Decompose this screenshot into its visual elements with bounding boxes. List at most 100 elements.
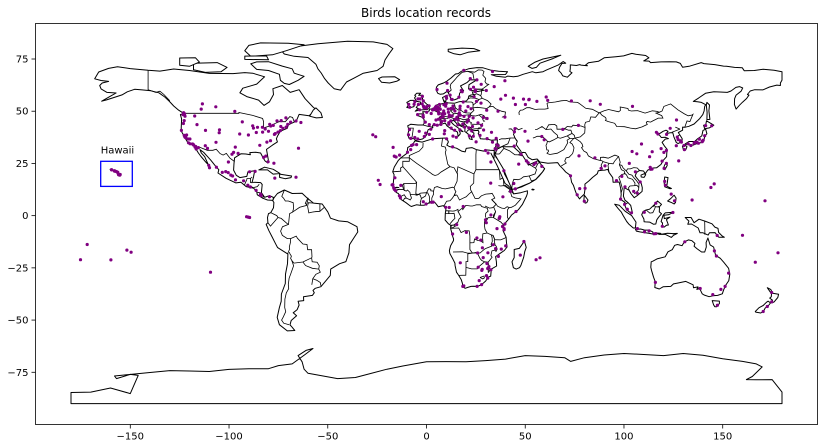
bird-record-point: [471, 85, 476, 89]
bird-record-point: [588, 99, 592, 103]
country-border-72: [598, 103, 694, 128]
bird-record-point: [668, 126, 672, 130]
country-border-110: [499, 169, 511, 190]
bird-record-point: [415, 143, 419, 147]
country-border-33: [455, 101, 475, 114]
bird-record-point: [665, 132, 669, 136]
bird-record-point: [763, 199, 767, 203]
bird-record-point: [125, 248, 129, 252]
country-border-42: [470, 127, 482, 130]
bird-record-point: [447, 205, 451, 210]
bird-record-point: [462, 284, 466, 288]
bird-record-point: [447, 121, 451, 125]
bird-record-point: [522, 239, 526, 244]
bird-record-point: [208, 270, 213, 274]
bird-record-point: [421, 200, 425, 204]
bird-record-point: [185, 133, 189, 137]
land-lesser-sunda: [655, 232, 678, 238]
bird-record-point: [635, 152, 639, 156]
bird-record-point: [110, 168, 114, 172]
country-border-16: [267, 217, 279, 227]
x-tick-label: −50: [317, 432, 338, 443]
bird-record-point: [214, 140, 218, 144]
bird-record-point: [577, 154, 581, 158]
bird-record-point: [598, 102, 602, 106]
bird-record-point: [489, 160, 493, 164]
bird-record-point: [467, 126, 471, 130]
bird-record-point: [475, 78, 479, 82]
bird-record-point: [433, 105, 437, 109]
bird-record-point: [272, 161, 276, 165]
bird-record-point: [523, 102, 528, 107]
bird-record-point: [413, 135, 417, 140]
bird-record-point: [439, 116, 443, 120]
bird-record-point: [182, 111, 186, 115]
bird-record-point: [440, 119, 444, 124]
bird-record-point: [532, 162, 536, 167]
land-australia: [650, 237, 731, 298]
country-border-93: [409, 157, 451, 176]
bird-record-point: [686, 142, 690, 146]
bird-record-point: [233, 109, 237, 113]
bird-record-point: [630, 104, 635, 108]
bird-record-point: [450, 114, 454, 118]
bird-record-point: [675, 135, 679, 139]
land-baffin: [250, 61, 305, 85]
country-border-21: [311, 268, 321, 285]
bird-record-point: [723, 284, 727, 288]
bird-record-point: [85, 242, 89, 247]
country-border-50: [448, 70, 475, 93]
bird-record-point: [278, 129, 282, 133]
bird-record-point: [475, 236, 479, 240]
y-tick-label: 50: [16, 107, 29, 118]
bird-record-point: [496, 109, 500, 113]
bird-record-point: [392, 187, 396, 191]
y-axis-ticks: −75 −50 −25 0 25 50 75: [7, 55, 36, 379]
bird-record-point: [421, 104, 426, 108]
x-axis-ticks: −150 −100 −50 0 50 100 150: [117, 424, 732, 443]
x-tick-label: 100: [614, 432, 633, 443]
bird-record-point: [267, 195, 272, 199]
bird-record-point: [662, 150, 666, 154]
bird-record-point: [519, 152, 523, 156]
bird-record-point: [458, 113, 462, 117]
bird-record-point: [214, 105, 218, 109]
bird-record-point: [220, 170, 224, 174]
land-antarctica: [70, 348, 783, 405]
bird-record-point: [445, 137, 449, 141]
bird-record-point: [444, 95, 448, 99]
bird-record-point: [770, 290, 774, 295]
bird-record-point: [420, 94, 424, 98]
bird-record-point: [457, 95, 461, 99]
bird-record-point: [437, 102, 442, 107]
country-border-11: [292, 197, 309, 213]
land-banks-isl: [179, 57, 200, 67]
bird-record-point: [682, 148, 687, 152]
country-border-118: [492, 235, 507, 241]
bird-record-point: [709, 185, 713, 190]
bird-record-point: [654, 201, 658, 205]
country-border-47: [468, 97, 479, 100]
country-border-19: [288, 252, 312, 264]
bird-record-point: [540, 134, 544, 139]
bird-record-point: [262, 155, 266, 159]
country-border-18: [290, 235, 313, 258]
bird-record-point: [649, 167, 653, 171]
bird-record-point: [466, 105, 470, 109]
bird-record-point: [269, 124, 273, 128]
land-devon-isl: [244, 55, 269, 61]
bird-record-point: [391, 145, 395, 149]
bird-record-point: [409, 148, 413, 152]
country-border-68: [535, 126, 559, 138]
bird-record-point: [630, 149, 634, 154]
bird-record-point: [226, 160, 230, 164]
country-border-5: [250, 178, 253, 184]
bird-record-point: [467, 114, 471, 118]
bird-record-point: [480, 123, 484, 127]
bird-record-point: [458, 104, 462, 108]
bird-record-point: [603, 164, 607, 168]
bird-record-point: [524, 159, 529, 163]
country-border-59: [499, 148, 505, 155]
bird-record-point: [484, 88, 488, 93]
country-border-65: [513, 133, 522, 153]
